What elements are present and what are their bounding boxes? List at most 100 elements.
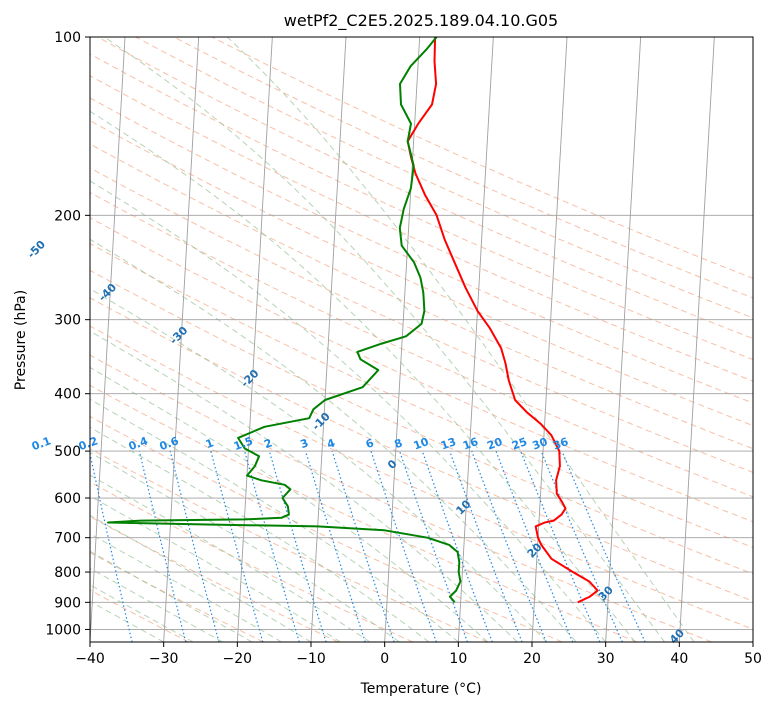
isotherm: [678, 37, 715, 642]
dry-adiabat-label: 30: [596, 583, 616, 603]
moist-adiabat: [90, 550, 253, 642]
dry-adiabat: [90, 354, 712, 642]
x-axis-label: Temperature (°C): [360, 681, 482, 697]
y-tick-label: 400: [54, 387, 81, 403]
y-tick-label: 800: [54, 565, 81, 581]
mixing-ratio-label: 0.1: [30, 434, 53, 453]
mixing-ratio-label: 0.6: [158, 434, 181, 453]
grid-layer: [90, 37, 753, 642]
mixing-ratio-label: 1: [204, 436, 216, 451]
dry-adiabat: [90, 269, 753, 575]
mixing-ratio-label: 36: [551, 435, 570, 453]
x-tick-label: 10: [449, 651, 467, 667]
isotherm: [457, 37, 494, 642]
y-axis: 100 200 300 400 500 600 700 800 900 1000: [45, 30, 90, 638]
dry-adiabat: [90, 589, 190, 642]
isotherm: [531, 37, 568, 642]
mixing-ratio-label: 25: [510, 435, 529, 452]
dry-adiabat: [97, 37, 753, 340]
dry-adiabat: [90, 167, 753, 474]
y-tick-label: 300: [54, 313, 81, 329]
dry-adiabat: [211, 37, 753, 279]
x-tick-label: 0: [380, 651, 389, 667]
dry-adiabat: [90, 191, 753, 498]
isotherm: [605, 37, 642, 642]
mixing-ratio-line: [331, 450, 395, 642]
x-tick-label: 20: [523, 651, 541, 667]
moist-adiabat: [90, 180, 607, 642]
mixing-ratio-label: 4: [325, 436, 337, 451]
mixing-ratio-label: 8: [393, 436, 405, 451]
mixing-ratio-label: 10: [412, 435, 431, 453]
dry-adiabat-label: -30: [167, 324, 190, 347]
mixing-ratio-line: [495, 450, 574, 642]
x-axis: −40 −30 −20 −10 0 10 20 30 40 50: [75, 642, 762, 667]
x-tick-label: −30: [149, 651, 179, 667]
isotherm: [236, 37, 273, 642]
isotherm: [310, 37, 347, 642]
dry-adiabat: [90, 243, 753, 549]
mixing-ratio-line: [370, 450, 437, 642]
mixing-ratio-line: [244, 450, 300, 642]
moist-adiabat: [90, 426, 430, 642]
dewpoint-line: [107, 37, 462, 603]
mixing-ratio-line: [520, 450, 601, 642]
moist-adiabat: [90, 288, 548, 642]
x-tick-label: −40: [75, 651, 105, 667]
moist-adiabat: [90, 451, 400, 642]
moist-adiabat: [104, 37, 665, 642]
mixing-ratio-label: 1.5: [232, 434, 255, 453]
isotherm: [384, 37, 421, 642]
mixing-ratio-label: 16: [461, 435, 480, 453]
x-tick-label: −20: [223, 651, 253, 667]
mixing-ratio-label: 30: [531, 435, 550, 453]
mixing-ratio-label: 0.4: [127, 434, 150, 453]
isotherm: [163, 37, 200, 642]
dry-adiabat: [90, 448, 488, 642]
dry-adiabat: [135, 37, 753, 319]
y-tick-label: 1000: [45, 622, 81, 638]
mixing-ratio-line: [268, 450, 327, 642]
x-tick-label: −10: [296, 651, 326, 667]
x-tick-label: 40: [670, 651, 688, 667]
mixing-ratio-line: [561, 450, 646, 642]
chart-title: wetPf2_C2E5.2025.189.04.10.G05: [284, 11, 558, 31]
moist-adiabat: [90, 110, 636, 642]
x-tick-label: 50: [744, 651, 762, 667]
dry-adiabat-label: -10: [310, 410, 333, 433]
mixing-ratio-label: 0.2: [77, 434, 100, 453]
mixing-ratio-line: [305, 450, 366, 642]
y-tick-label: 100: [54, 30, 81, 46]
mixing-ratio-label: 20: [485, 435, 504, 453]
mixing-ratio-line: [540, 450, 623, 642]
moist-adiabat: [90, 330, 518, 642]
plot-frame: [89, 36, 754, 643]
mixing-ratio-label: 3: [299, 436, 311, 451]
x-tick-label: 30: [597, 651, 615, 667]
y-tick-label: 700: [54, 531, 81, 547]
moist-adiabat: [90, 533, 282, 642]
dry-adiabat: [90, 297, 753, 602]
dry-adiabat: [90, 552, 264, 642]
dry-adiabat: [90, 325, 753, 630]
y-tick-label: 200: [54, 208, 81, 224]
mixing-ratio-label: 13: [439, 435, 458, 452]
mixing-ratio-line: [90, 451, 133, 642]
dry-adiabat: [90, 481, 414, 642]
y-tick-label: 900: [54, 595, 81, 611]
y-tick-label: 500: [54, 444, 81, 460]
mixing-ratio-label: 6: [364, 436, 376, 451]
isotherm: [90, 37, 126, 642]
dry-adiabat-label: -20: [238, 367, 261, 390]
moist-adiabat: [90, 495, 341, 642]
moist-adiabat: [90, 474, 371, 642]
y-tick-label: 600: [54, 491, 81, 507]
dry-adiabat: [90, 415, 563, 642]
mixing-ratio-line: [138, 450, 187, 642]
y-axis-label: Pressure (hPa): [13, 290, 29, 390]
isotherm: [752, 634, 753, 642]
dry-adiabat-label: -50: [25, 238, 48, 261]
mixing-ratio-line: [449, 450, 523, 642]
mixing-ratio-line: [399, 450, 469, 642]
